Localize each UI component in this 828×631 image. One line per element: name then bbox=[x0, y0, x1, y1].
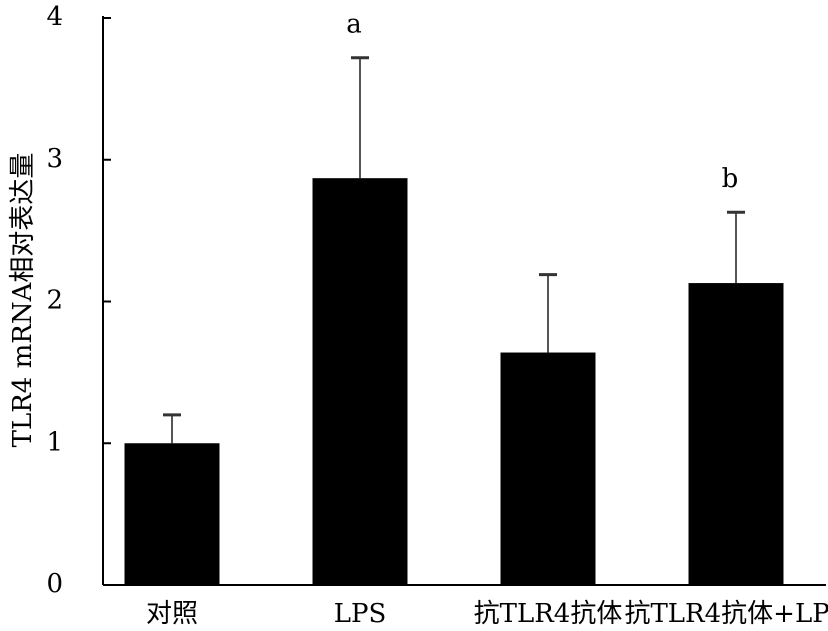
y-tick-label: 3 bbox=[46, 144, 63, 174]
x-tick-label: LPS bbox=[334, 599, 387, 629]
x-tick-label: 对照 bbox=[146, 599, 198, 629]
annotation: b bbox=[722, 164, 739, 194]
x-tick-label: 抗TLR4抗体 bbox=[474, 599, 623, 629]
y-tick-label: 2 bbox=[46, 286, 63, 316]
y-axis-label: TLR4 mRNA相对表达量 bbox=[8, 153, 38, 448]
y-tick-label: 1 bbox=[46, 427, 63, 457]
bar bbox=[124, 443, 220, 585]
bar bbox=[500, 352, 596, 585]
bar bbox=[688, 283, 784, 585]
annotation: a bbox=[346, 10, 362, 40]
bar bbox=[312, 178, 408, 586]
y-tick-label: 4 bbox=[46, 2, 63, 32]
x-tick-label: 抗TLR4抗体+LPS bbox=[624, 599, 828, 629]
y-tick-label: 0 bbox=[46, 569, 63, 599]
